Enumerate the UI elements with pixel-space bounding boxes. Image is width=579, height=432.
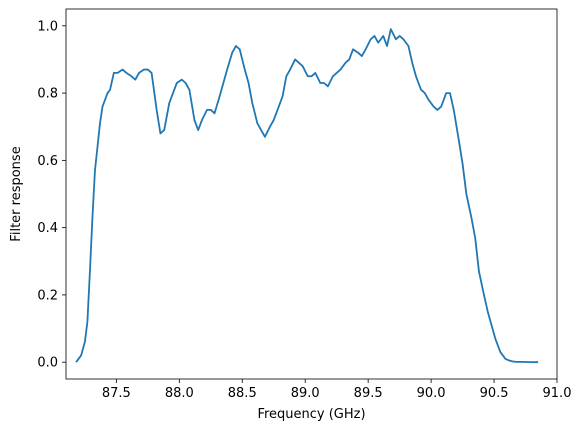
x-tick-label: 91.0 xyxy=(543,386,572,401)
y-tick-label: 0.4 xyxy=(37,221,58,236)
series-layer xyxy=(75,28,539,364)
x-tick-label: 90.0 xyxy=(417,386,446,401)
x-tick-label: 88.0 xyxy=(165,386,194,401)
x-axis: 87.5 88.0 88.5 89.0 89.5 90.0 90.5 91.0 xyxy=(102,379,572,401)
x-tick-label: 90.5 xyxy=(480,386,509,401)
y-tick-label: 0.2 xyxy=(37,288,58,303)
y-axis: 0.0 0.2 0.4 0.6 0.8 1.0 xyxy=(37,19,66,371)
y-tick-label: 1.0 xyxy=(37,19,58,34)
x-tick-label: 88.5 xyxy=(228,386,257,401)
y-axis-label: Filter response xyxy=(9,146,24,241)
series-line-0 xyxy=(75,28,539,364)
plot-area xyxy=(66,9,557,379)
x-tick-label: 89.5 xyxy=(354,386,383,401)
x-tick-label: 87.5 xyxy=(102,386,131,401)
axes-frame xyxy=(65,8,558,380)
y-tick-label: 0.8 xyxy=(37,87,58,102)
y-tick-label: 0.6 xyxy=(37,154,58,169)
y-tick-label: 0.0 xyxy=(37,356,58,371)
x-tick-label: 89.0 xyxy=(291,386,320,401)
x-axis-label: Frequency (GHz) xyxy=(257,407,365,422)
